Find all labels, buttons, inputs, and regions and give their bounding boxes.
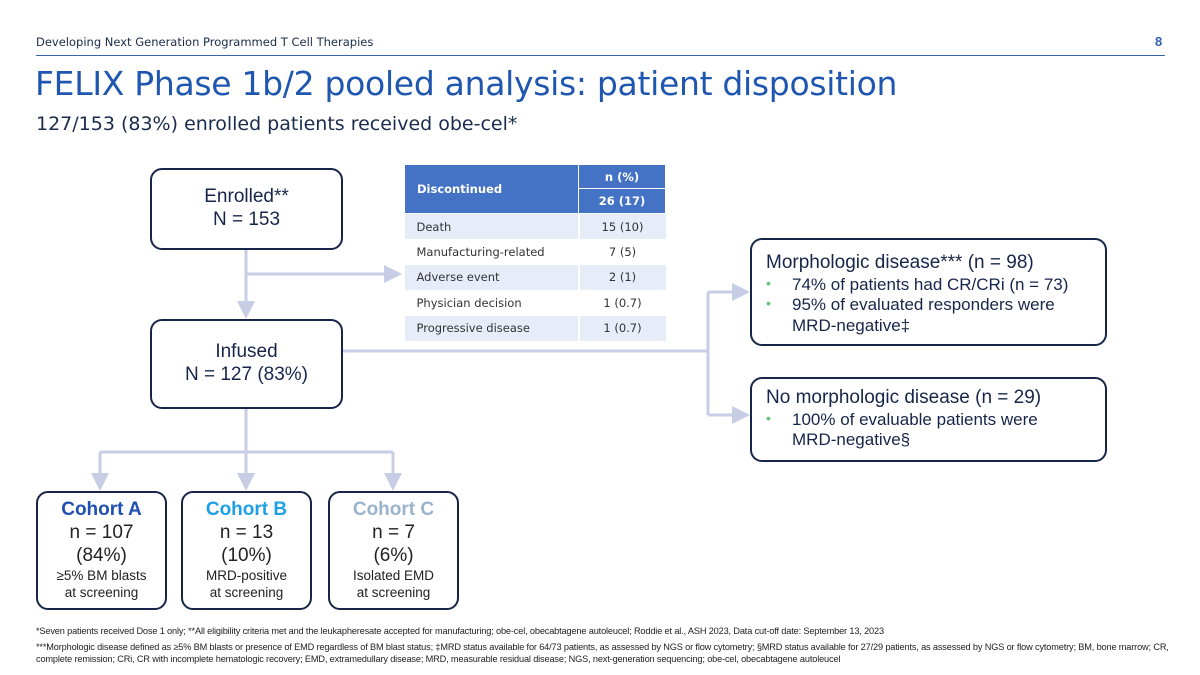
row-reason: Progressive disease	[404, 315, 579, 341]
no-morphologic-title: No morphologic disease (n = 29)	[766, 387, 1042, 408]
page-title: FELIX Phase 1b/2 pooled analysis: patien…	[35, 64, 898, 103]
footnote: *Seven patients received Dose 1 only; **…	[36, 626, 884, 636]
cohort-desc: at screening	[64, 584, 139, 600]
row-value: 1 (0.7)	[577, 315, 666, 341]
list-item: • 100% of evaluable patients were MRD-neg…	[766, 410, 1066, 451]
table-row: Physician decision 1 (0.7)	[405, 290, 666, 316]
table-row: Progressive disease 1 (0.7)	[404, 315, 666, 341]
cohort-name: Cohort A	[61, 499, 142, 521]
infused-count: N = 127 (83%)	[184, 364, 309, 385]
row-value: 1 (0.7)	[577, 290, 666, 316]
footnote: ***Morphologic disease defined as ≥5% BM…	[36, 642, 1169, 665]
list-item: • 95% of evaluated responders were MRD-ne…	[766, 295, 1091, 336]
cohort-a-box: Cohort A n = 107 (84%) ≥5% BM blasts at …	[36, 491, 167, 610]
cohort-c-box: Cohort C n = 7 (6%) Isolated EMD at scre…	[328, 491, 459, 610]
row-reason: Physician decision	[416, 295, 522, 310]
discontinued-table: Discontinued n (%) 26 (17) Death 15 (10) M…	[404, 164, 666, 341]
row-reason: Adverse event	[404, 264, 579, 290]
table-row: Adverse event 2 (1)	[404, 264, 666, 290]
cohort-desc: Isolated EMD	[352, 567, 435, 583]
cohort-name: Cohort B	[205, 499, 288, 521]
table-row: Death 15 (10)	[404, 213, 666, 239]
header-divider	[36, 55, 1165, 56]
discontinued-header: Discontinued	[404, 164, 579, 214]
cohort-desc: ≥5% BM blasts	[56, 567, 147, 583]
cohort-desc: at screening	[209, 584, 284, 600]
cohort-name: Cohort C	[352, 499, 435, 521]
bullet-icon: •	[766, 409, 771, 426]
bullet-icon: •	[766, 295, 771, 312]
infused-box: Infused N = 127 (83%)	[150, 319, 343, 409]
no-morphologic-disease-box: No morphologic disease (n = 29) • 100% of…	[750, 377, 1107, 462]
page-subtitle: 127/153 (83%) enrolled patients received…	[36, 113, 518, 135]
enrolled-count: N = 153	[212, 209, 281, 230]
infused-label: Infused	[215, 341, 278, 363]
cohort-percent: (6%)	[373, 545, 414, 567]
bullet-text: 74% of patients had CR/CRi (n = 73)	[792, 274, 1069, 294]
cohort-count: n = 7	[372, 522, 415, 544]
cohort-count: n = 107	[69, 522, 134, 544]
cohort-count: n = 13	[219, 522, 274, 544]
discontinued-total: 26 (17)	[578, 188, 666, 214]
n-pct-header: n (%)	[578, 164, 666, 189]
enrolled-label: Enrolled**	[204, 186, 289, 208]
cohort-percent: (84%)	[76, 545, 127, 567]
bullet-icon: •	[766, 274, 771, 291]
cohort-b-box: Cohort B n = 13 (10%) MRD-positive at sc…	[181, 491, 312, 610]
enrolled-box: Enrolled** N = 153	[150, 168, 343, 250]
table-row: Manufacturing-related 7 (5)	[405, 239, 666, 265]
row-reason: Manufacturing-related	[416, 244, 545, 259]
row-value: 7 (5)	[577, 239, 666, 265]
row-value: 2 (1)	[577, 264, 666, 290]
bullet-text: 100% of evaluable patients were MRD-nega…	[792, 409, 1038, 450]
morphologic-title: Morphologic disease*** (n = 98)	[766, 252, 1034, 273]
morphologic-disease-box: Morphologic disease*** (n = 98) • 74% of …	[750, 238, 1107, 346]
row-reason: Death	[404, 213, 579, 239]
cohort-desc: at screening	[356, 584, 431, 600]
section-header: Developing Next Generation Programmed T …	[36, 35, 374, 49]
list-item: • 74% of patients had CR/CRi (n = 73)	[766, 275, 1091, 295]
cohort-desc: MRD-positive	[205, 567, 287, 583]
row-value: 15 (10)	[577, 213, 666, 239]
bullet-text: 95% of evaluated responders were MRD-neg…	[792, 295, 1055, 335]
cohort-percent: (10%)	[221, 545, 272, 567]
page-number: 8	[1155, 34, 1163, 49]
